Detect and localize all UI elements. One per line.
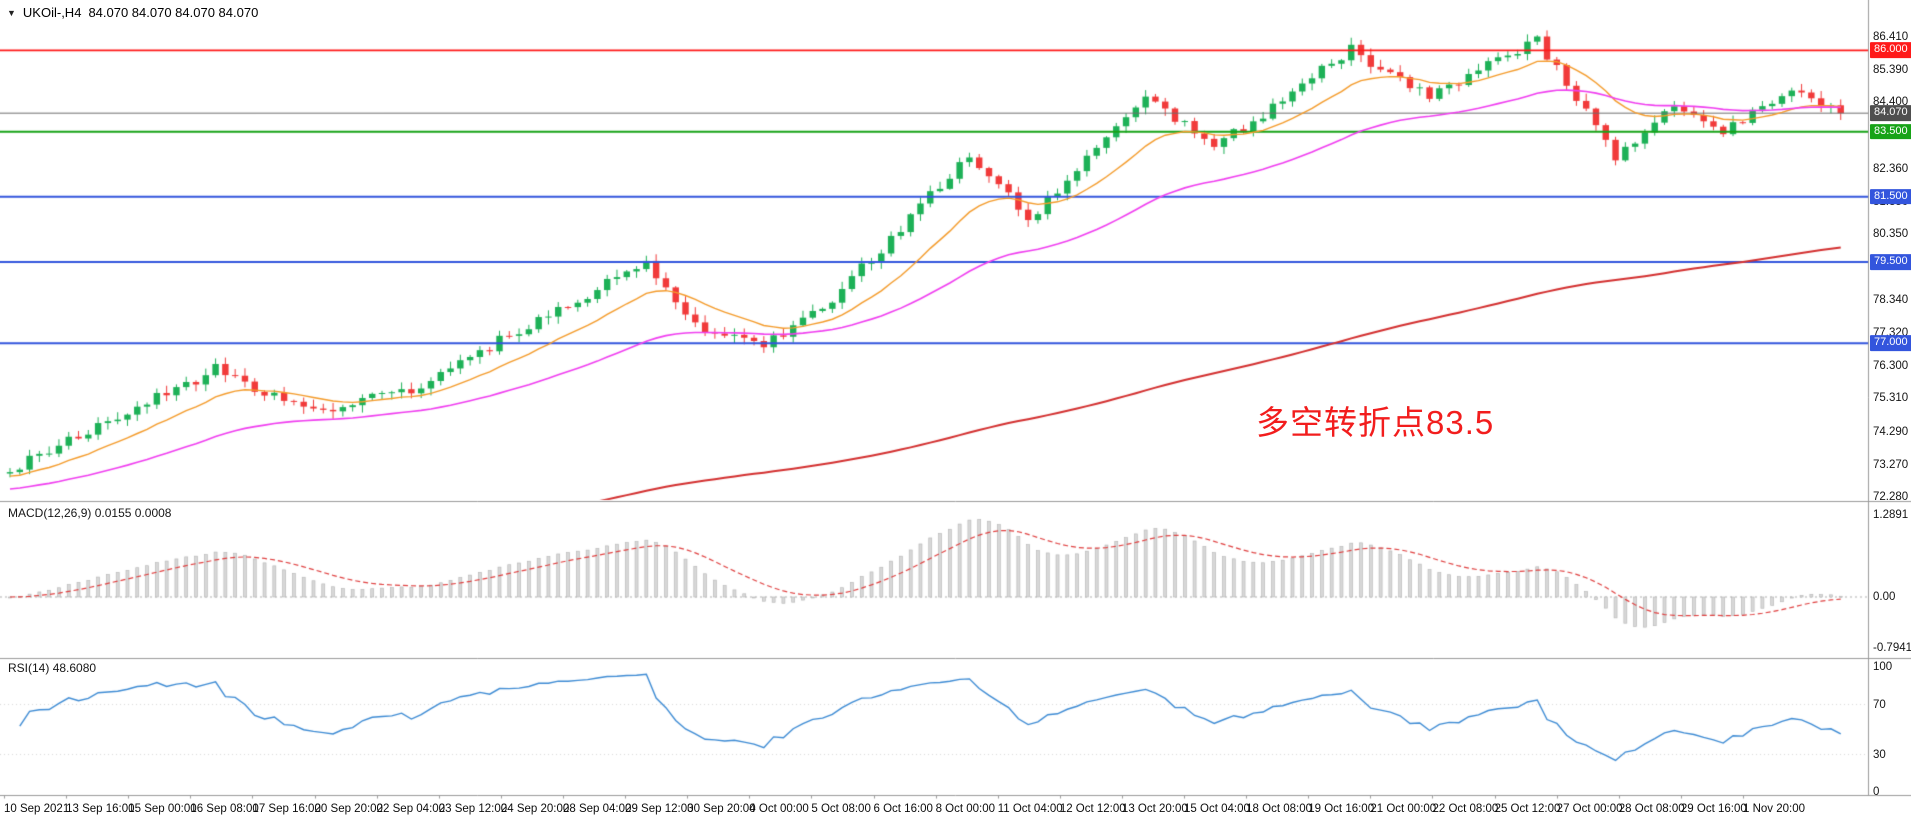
rsi-indicator-label: RSI(14) 48.6080 — [8, 661, 96, 675]
symbol-dropdown-icon[interactable]: ▼ — [7, 7, 16, 18]
macd-indicator-label: MACD(12,26,9) 0.0155 0.0008 — [8, 506, 171, 520]
pivot-annotation: 多空转折点83.5 — [1256, 404, 1495, 441]
chart-header: ▼ UKOil-,H4 84.070 84.070 84.070 84.070 — [7, 5, 258, 20]
macd-values: 0.0155 0.0008 — [94, 506, 172, 520]
symbol-timeframe-label: UKOil-,H4 — [22, 5, 82, 20]
rsi-name: RSI(14) — [8, 661, 50, 675]
rsi-value: 48.6080 — [52, 661, 97, 675]
macd-name: MACD(12,26,9) — [8, 506, 92, 520]
ohlc-readout: 84.070 84.070 84.070 84.070 — [88, 5, 259, 20]
